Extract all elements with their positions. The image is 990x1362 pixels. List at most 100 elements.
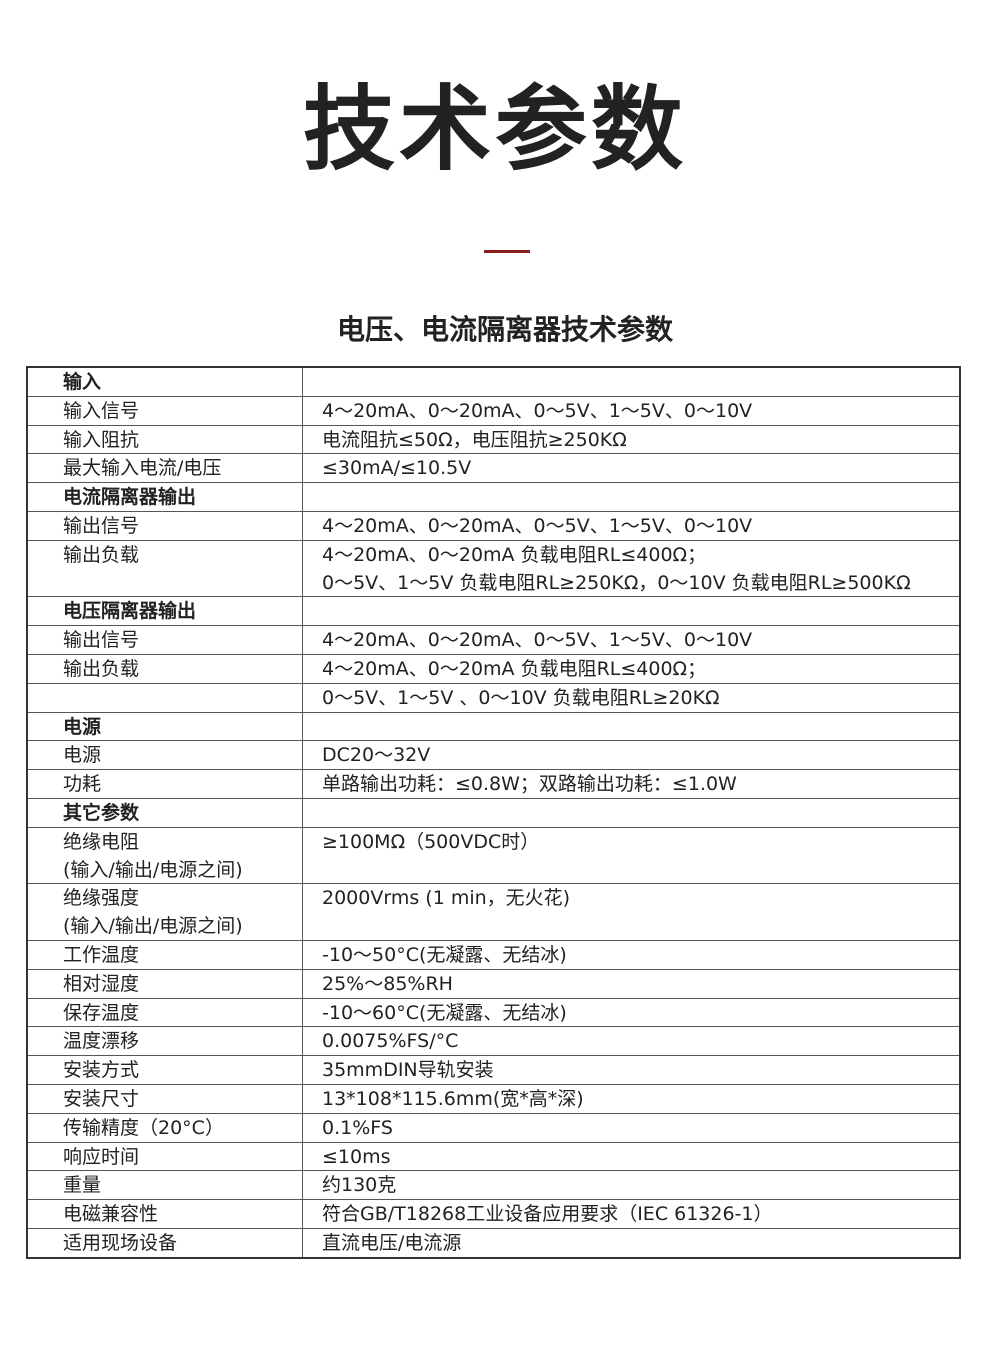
label-cell: 功耗 xyxy=(28,770,303,798)
spec-value: 25%～85%RH xyxy=(322,972,453,995)
value-cell xyxy=(303,713,959,741)
spec-label: 响应时间 xyxy=(63,1145,140,1168)
label-cell: 电压隔离器输出 xyxy=(28,597,303,626)
value-cell: -10～50°C(无凝露、无结冰) xyxy=(303,941,959,969)
spec-row: 重量 约130克 xyxy=(28,1170,959,1200)
value-cell: 单路输出功耗：≤0.8W；双路输出功耗：≤1.0W xyxy=(303,770,959,798)
spec-value: 符合GB/T18268工业设备应用要求（IEC 61326-1） xyxy=(322,1203,773,1226)
section-row: 其它参数 xyxy=(28,797,959,827)
label-cell: 电流隔离器输出 xyxy=(28,483,303,511)
spec-label: 输出负载 xyxy=(63,657,140,680)
spec-row: 最大输入电流/电压 ≤30mA/≤10.5V xyxy=(28,453,959,483)
spec-value: 0～5V、1～5V 、0～10V 负载电阻RL≥20KΩ xyxy=(322,686,720,709)
label-cell: 安装尺寸 xyxy=(28,1084,303,1113)
label-cell: 输出负载 xyxy=(28,540,303,597)
spec-value: 0～5V、1～5V 负载电阻RL≥250KΩ，0～10V 负载电阻RL≥500K… xyxy=(322,571,911,594)
spec-row: 传输精度（20°C） 0.1%FS xyxy=(28,1112,959,1142)
section-row: 电源 xyxy=(28,711,959,741)
label-cell: 重量 xyxy=(28,1171,303,1200)
spec-label: 最大输入电流/电压 xyxy=(63,457,222,480)
value-cell: 符合GB/T18268工业设备应用要求（IEC 61326-1） xyxy=(303,1200,959,1228)
spec-row: 响应时间 ≤10ms xyxy=(28,1141,959,1171)
spec-table: 输入 输入信号 4～20mA、0～20mA、0～5V、1～5V、0～10V 输入阻抗电… xyxy=(26,366,961,1259)
label-cell: 传输精度（20°C） xyxy=(28,1113,303,1142)
value-cell: 电流阻抗≤50Ω，电压阻抗≥250KΩ xyxy=(303,426,959,454)
spec-value: ≤30mA/≤10.5V xyxy=(322,457,472,480)
label-cell: 安装方式 xyxy=(28,1056,303,1084)
label-cell: 输出信号 xyxy=(28,511,303,540)
spec-label: 传输精度（20°C） xyxy=(63,1116,224,1139)
spec-row: 绝缘电阻 (输入/输出/电源之间) ≥100MΩ（500VDC时） xyxy=(28,826,959,884)
spec-row: 相对湿度 25%～85%RH xyxy=(28,968,959,998)
value-cell: 4～20mA、0～20mA 负载电阻RL≤400Ω； xyxy=(303,655,959,683)
blank-line xyxy=(322,799,959,827)
section-row: 电流隔离器输出 xyxy=(28,482,959,511)
value-cell: ≤10ms xyxy=(303,1143,959,1171)
spec-row: 输出信号 4～20mA、0～20mA、0～5V、1～5V、0～10V xyxy=(28,510,959,540)
spec-row: 电磁兼容性 符合GB/T18268工业设备应用要求（IEC 61326-1） xyxy=(28,1199,959,1228)
label-cell: 电磁兼容性 xyxy=(28,1200,303,1228)
section-title: 输入 xyxy=(63,371,102,393)
spec-value: -10～60°C(无凝露、无结冰) xyxy=(322,1001,567,1024)
spec-label: 输出负载 xyxy=(63,543,140,566)
value-cell: 35mmDIN导轨安装 xyxy=(303,1056,959,1084)
spec-label: 适用现场设备 xyxy=(63,1231,178,1254)
label-cell: 输入信号 xyxy=(28,396,303,425)
spec-row: 绝缘强度 (输入/输出/电源之间) 2000Vrms (1 min，无火花) xyxy=(28,883,959,940)
section-row: 电压隔离器输出 xyxy=(28,596,959,626)
label-cell: 输出信号 xyxy=(28,626,303,654)
value-cell: 约130克 xyxy=(303,1171,959,1199)
spec-label: 绝缘电阻 xyxy=(63,830,140,853)
spec-row: 温度漂移 0.0075%FS/°C xyxy=(28,1026,959,1056)
value-cell: 2000Vrms (1 min，无火花) xyxy=(303,884,959,940)
value-cell: 4～20mA、0～20mA、0～5V、1～5V、0～10V xyxy=(303,397,959,425)
spec-label: 相对湿度 xyxy=(63,972,140,995)
section-title: 电压隔离器输出 xyxy=(63,600,197,623)
value-cell: 13*108*115.6mm(宽*高*深) xyxy=(303,1085,959,1113)
spec-label: 输出信号 xyxy=(63,514,140,537)
spec-row: 输出负载 4～20mA、0～20mA 负载电阻RL≤400Ω； xyxy=(28,653,959,683)
spec-value: 4～20mA、0～20mA、0～5V、1～5V、0～10V xyxy=(322,514,753,537)
section-title: 电流隔离器输出 xyxy=(63,486,197,509)
label-cell: 输入阻抗 xyxy=(28,425,303,454)
value-cell: 直流电压/电流源 xyxy=(303,1229,959,1257)
value-cell: 25%～85%RH xyxy=(303,970,959,998)
spec-value: 直流电压/电流源 xyxy=(322,1231,462,1254)
spec-row: 适用现场设备 直流电压/电流源 xyxy=(28,1227,959,1257)
spec-label: 功耗 xyxy=(63,773,102,796)
blank-line xyxy=(322,597,959,625)
section-row: 输入 xyxy=(28,368,959,396)
value-cell: ≤30mA/≤10.5V xyxy=(303,454,959,482)
spec-value: -10～50°C(无凝露、无结冰) xyxy=(322,943,567,966)
spec-value: DC20～32V xyxy=(322,744,431,767)
spec-row: 电源 DC20～32V xyxy=(28,740,959,770)
spec-value: 4～20mA、0～20mA 负载电阻RL≤400Ω； xyxy=(322,543,707,566)
spec-row: 输出信号 4～20mA、0～20mA、0～5V、1～5V、0～10V xyxy=(28,625,959,654)
label-cell: 适用现场设备 xyxy=(28,1228,303,1257)
spec-label: 电磁兼容性 xyxy=(63,1203,159,1226)
spec-value: 电流阻抗≤50Ω，电压阻抗≥250KΩ xyxy=(322,428,627,451)
label-cell: 响应时间 xyxy=(28,1142,303,1171)
label-cell: 最大输入电流/电压 xyxy=(28,454,303,483)
label-cell: 相对湿度 xyxy=(28,969,303,998)
spec-label: 工作温度 xyxy=(63,943,140,966)
value-cell: 0.0075%FS/°C xyxy=(303,1027,959,1055)
spec-row: 输入阻抗 电流阻抗≤50Ω，电压阻抗≥250KΩ xyxy=(28,424,959,454)
spec-row: 安装方式 35mmDIN导轨安装 xyxy=(28,1055,959,1084)
label-cell: 保存温度 xyxy=(28,998,303,1027)
spec-row: 工作温度 -10～50°C(无凝露、无结冰) xyxy=(28,939,959,969)
section-title: 其它参数 xyxy=(63,801,140,824)
spec-value: 约130克 xyxy=(322,1174,397,1197)
spec-label: 保存温度 xyxy=(63,1001,140,1024)
label-cell: 绝缘强度 (输入/输出/电源之间) xyxy=(28,884,303,940)
section-title: 电源 xyxy=(63,715,102,738)
value-cell xyxy=(303,368,959,396)
value-cell xyxy=(303,597,959,625)
spec-row: 输入信号 4～20mA、0～20mA、0～5V、1～5V、0～10V xyxy=(28,395,959,425)
spec-value: 13*108*115.6mm(宽*高*深) xyxy=(322,1087,584,1110)
spec-value: 单路输出功耗：≤0.8W；双路输出功耗：≤1.0W xyxy=(322,773,737,796)
label-cell: 电源 xyxy=(28,741,303,770)
spec-value: 4～20mA、0～20mA、0～5V、1～5V、0～10V xyxy=(322,629,753,652)
label-cell: 电源 xyxy=(28,712,303,741)
blank-line xyxy=(322,368,959,396)
